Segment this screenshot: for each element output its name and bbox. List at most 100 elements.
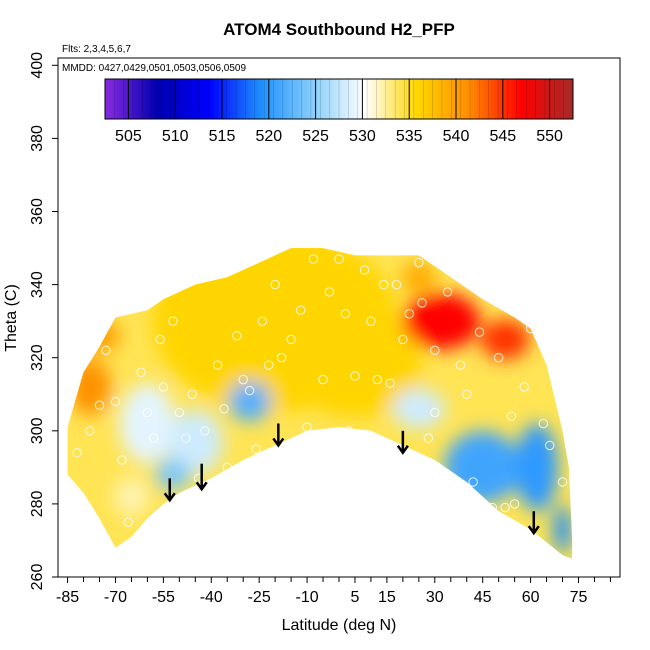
x-tick-label: 45	[474, 589, 492, 606]
y-tick-label: 400	[29, 52, 46, 79]
observation-point	[117, 455, 127, 465]
observation-point	[462, 389, 472, 399]
field-patch	[515, 423, 559, 512]
observation-point	[379, 279, 389, 290]
field-patch	[113, 476, 150, 517]
arrow-marker	[527, 511, 540, 536]
y-tick-label: 280	[29, 490, 46, 517]
observation-point	[187, 389, 197, 399]
observation-point	[136, 367, 146, 378]
colorbar: 505 510 515 520 525 530 535 540 545 550	[104, 78, 574, 145]
observation-point	[509, 499, 520, 509]
colorbar-tick-label: 515	[209, 128, 236, 145]
observation-point	[72, 448, 82, 458]
observation-point	[340, 309, 351, 319]
observation-point	[398, 334, 408, 345]
arrow-markers	[163, 423, 540, 536]
field-patch	[480, 319, 530, 360]
colorbar-tick-label: 525	[302, 128, 329, 145]
x-tick-label: 60	[522, 589, 540, 606]
arrow-marker	[195, 463, 208, 492]
observation-point	[94, 400, 105, 410]
field-patch	[68, 358, 112, 416]
field-patch	[167, 409, 224, 474]
observation-point	[308, 254, 319, 264]
y-axis-label: Theta (C)	[3, 284, 20, 352]
observation-point	[302, 422, 312, 432]
observation-point	[417, 298, 427, 308]
observation-point	[455, 360, 466, 370]
observation-point	[200, 426, 210, 436]
observation-point	[286, 334, 296, 345]
field-patch	[119, 383, 176, 464]
arrow-marker	[163, 478, 176, 503]
observation-point	[538, 418, 549, 429]
observation-markers	[72, 254, 568, 527]
observation-point	[85, 426, 95, 436]
field-patch	[444, 431, 522, 504]
colorbar-tick-label: 510	[162, 128, 189, 145]
observation-point	[474, 327, 485, 337]
observation-point	[372, 374, 383, 385]
observation-point	[519, 382, 529, 392]
colorbar-tick-label: 545	[489, 128, 516, 145]
colorbar-tick-label: 535	[396, 128, 423, 145]
observation-point	[493, 353, 504, 363]
x-tick-label: 30	[426, 589, 444, 606]
y-tick-label: 300	[29, 417, 46, 444]
observation-point	[295, 305, 306, 315]
colorbar-tick-label: 530	[349, 128, 376, 145]
observation-point	[238, 374, 248, 385]
observation-point	[324, 287, 335, 297]
x-tick-label: -70	[104, 589, 127, 606]
arrow-marker	[272, 423, 285, 448]
field-patch	[392, 388, 446, 429]
chart-title: ATOM4 Southbound H2_PFP	[223, 20, 455, 39]
observation-point	[442, 287, 453, 297]
observation-point	[414, 257, 424, 268]
observation-point	[350, 371, 360, 381]
observation-point	[318, 374, 328, 385]
field-patch	[155, 458, 191, 491]
observation-point	[468, 477, 478, 487]
field-patch	[228, 381, 271, 422]
observation-point	[525, 323, 536, 334]
observation-point	[168, 316, 178, 326]
x-tick-label: -25	[248, 589, 271, 606]
observation-point	[232, 331, 242, 341]
observation-point	[506, 411, 517, 421]
x-tick-label: -85	[56, 589, 79, 606]
observation-point	[149, 433, 159, 443]
colorbar-gradient	[104, 78, 574, 120]
field-patch	[78, 319, 121, 352]
arrow-marker	[396, 430, 409, 455]
observation-point	[219, 404, 229, 414]
colorbar-tick-label: 540	[443, 128, 470, 145]
observation-point	[430, 407, 440, 418]
observation-point	[257, 316, 268, 326]
observation-point	[366, 316, 376, 326]
observation-point	[430, 345, 440, 356]
observation-point	[334, 254, 344, 264]
observation-point	[181, 433, 191, 443]
field-patch	[401, 261, 437, 294]
x-tick-label: 5	[351, 589, 360, 606]
observation-point	[155, 334, 165, 345]
y-tick-label: 340	[29, 271, 46, 298]
y-tick-label: 380	[29, 125, 46, 152]
observation-point	[500, 502, 510, 513]
observation-point	[276, 353, 287, 363]
y-tick-label: 260	[29, 564, 46, 591]
x-tick-label: -40	[200, 589, 223, 606]
x-axis: -85 -70 -55 -40 -25 -10 5 15 30 45 60 75	[56, 577, 611, 606]
observation-point	[391, 279, 402, 290]
observation-point	[264, 360, 274, 370]
colorbar-tick-label: 550	[536, 128, 563, 145]
observation-point	[487, 502, 497, 513]
observation-point	[251, 444, 261, 454]
colorbar-tick-label: 520	[255, 128, 282, 145]
observation-point	[158, 382, 169, 392]
x-axis-label: Latitude (deg N)	[282, 617, 397, 634]
observation-point	[557, 477, 568, 487]
